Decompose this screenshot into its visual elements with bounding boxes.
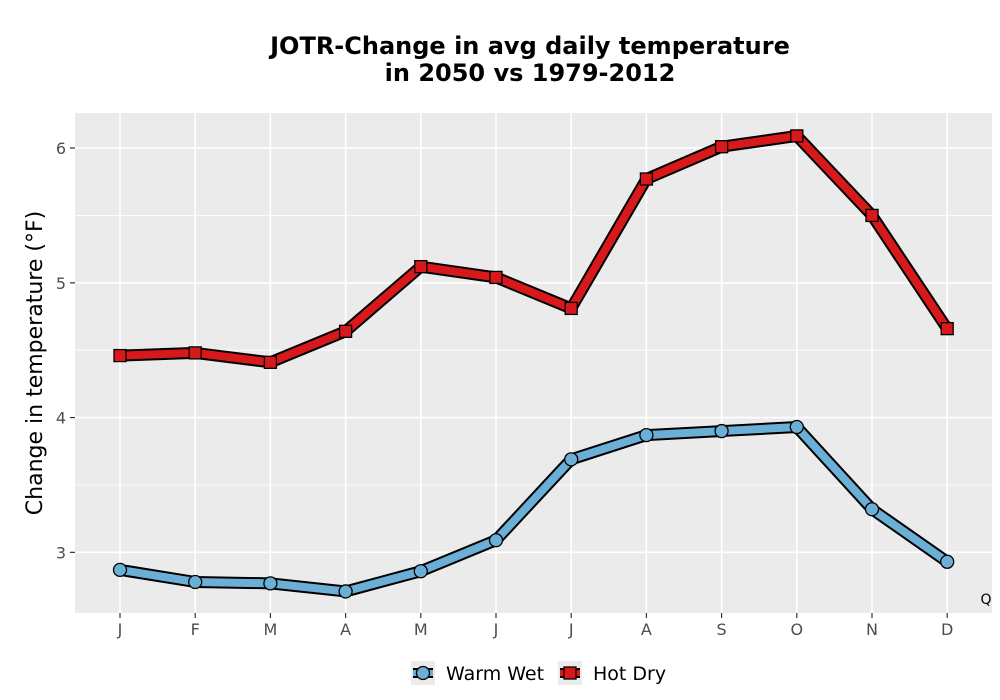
- chart-title-line-1: JOTR-Change in avg daily temperature: [268, 32, 790, 60]
- x-tick-label-2: M: [263, 620, 277, 639]
- y-axis: 3 4 5 6: [56, 139, 75, 562]
- legend-item-1: Hot Dry: [558, 661, 666, 685]
- y-tick-label-1: 4: [56, 409, 66, 428]
- legend-item-0: Warm Wet: [411, 661, 544, 685]
- chart-title-line-2: in 2050 vs 1979-2012: [385, 59, 676, 87]
- series-1-point-5: [489, 270, 503, 285]
- x-tick-label-10: N: [866, 620, 878, 639]
- series-0-point-5: [488, 533, 504, 548]
- legend-label-0: Warm Wet: [446, 663, 544, 685]
- series-1-point-8: [714, 140, 729, 154]
- series-1-point-1: [188, 346, 202, 360]
- legend-key-marker-1: [563, 666, 577, 680]
- series-1-point-4: [414, 259, 428, 274]
- series-1-point-2: [263, 355, 278, 369]
- series-0-point-3: [338, 584, 353, 599]
- series-0-point-1: [188, 574, 203, 590]
- legend: Warm Wet Hot Dry: [411, 661, 666, 685]
- x-tick-label-5: J: [493, 620, 499, 639]
- y-tick-label-0: 3: [56, 543, 66, 562]
- series-1-point-0: [113, 348, 127, 363]
- series-0-point-7: [639, 427, 654, 443]
- series-0-point-0: [112, 562, 128, 578]
- series-1-point-9: [790, 129, 804, 143]
- x-tick-label-9: O: [791, 620, 804, 639]
- y-axis-label: Change in temperature (°F): [23, 211, 48, 515]
- series-0: [112, 419, 955, 599]
- x-tick-label-4: M: [414, 620, 428, 639]
- caption-label: Q: [980, 592, 991, 608]
- x-tick-label-1: F: [191, 620, 200, 639]
- chart-title: JOTR-Change in avg daily temperature in …: [268, 32, 790, 87]
- series-1-point-11: [940, 321, 954, 336]
- series-0-point-9: [789, 419, 804, 435]
- series-1-point-3: [338, 324, 353, 338]
- series-0-point-4: [413, 564, 428, 579]
- y-tick-label-3: 6: [56, 139, 66, 158]
- series-0-point-11: [940, 554, 955, 569]
- series-1-line: [116, 131, 952, 367]
- legend-key-marker-0: [415, 665, 431, 681]
- legend-label-1: Hot Dry: [593, 663, 666, 685]
- x-tick-label-8: S: [717, 620, 727, 639]
- plot-panel: [75, 113, 992, 613]
- x-tick-label-11: D: [941, 620, 953, 639]
- x-tick-label-7: A: [641, 620, 652, 639]
- x-tick-label-6: J: [568, 620, 574, 639]
- series-0-point-8: [714, 423, 729, 439]
- series-1-point-10: [865, 208, 879, 223]
- x-tick-label-3: A: [340, 620, 351, 639]
- y-tick-label-2: 5: [56, 274, 66, 293]
- series-0-point-10: [864, 502, 880, 517]
- series-0-point-2: [263, 576, 278, 591]
- series-0-point-6: [564, 452, 579, 467]
- series-1: [113, 129, 954, 369]
- series-layer: [112, 129, 955, 599]
- series-0-line: [116, 423, 952, 596]
- grid-lines: [75, 113, 992, 613]
- series-1-point-7: [639, 172, 654, 186]
- series-1-point-6: [564, 301, 578, 316]
- x-tick-label-0: J: [117, 620, 123, 639]
